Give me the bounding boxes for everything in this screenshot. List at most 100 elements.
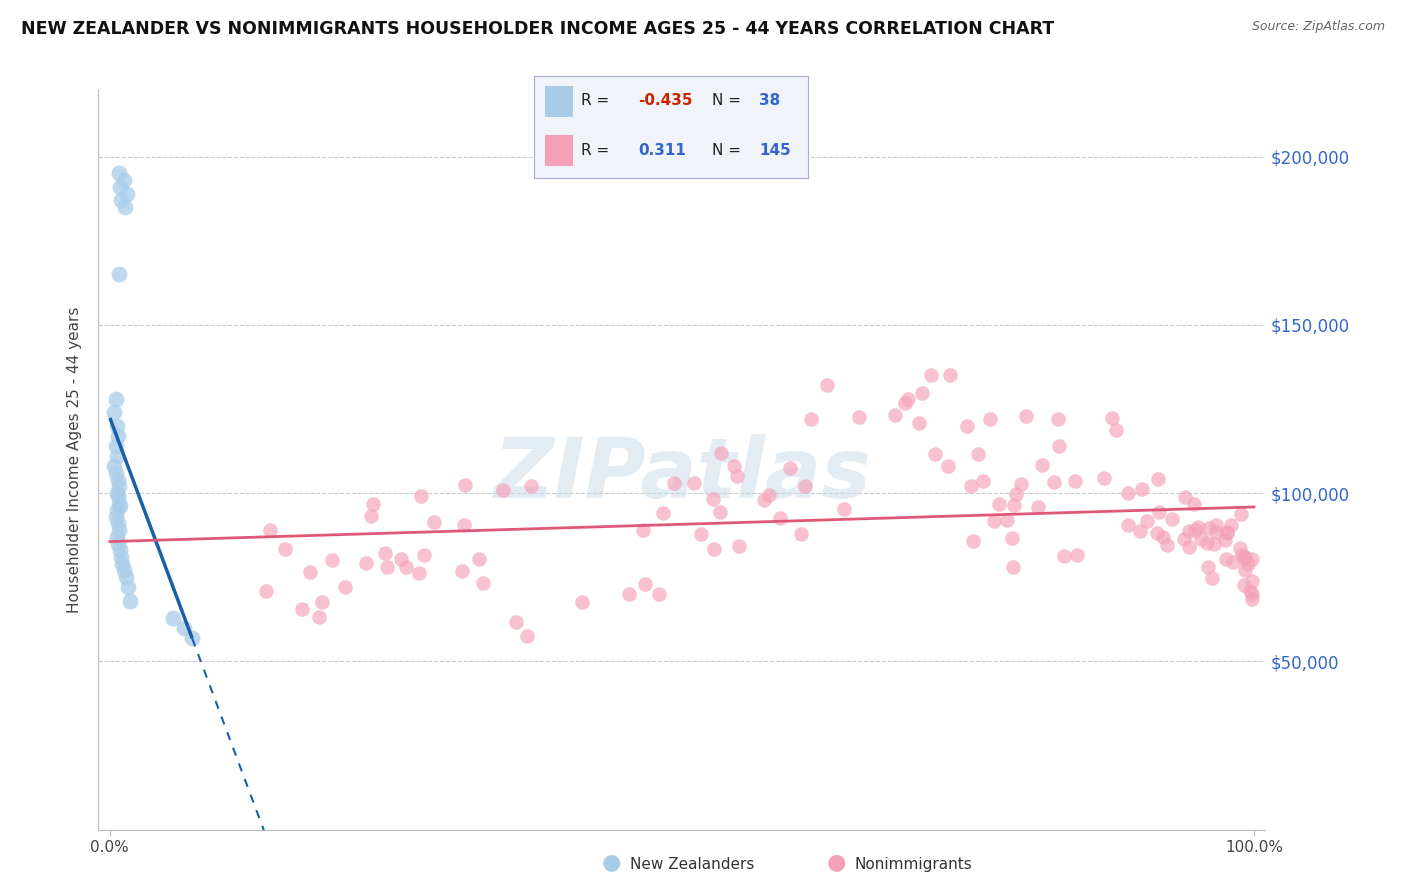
Point <box>648 587 671 601</box>
Point <box>354 556 377 570</box>
Point <box>1002 560 1025 574</box>
Point <box>995 513 1018 527</box>
Text: ●: ● <box>827 853 846 872</box>
Point <box>373 546 395 560</box>
Point <box>1105 423 1128 437</box>
Point <box>924 447 946 461</box>
Point <box>723 459 745 474</box>
Point <box>1234 550 1257 565</box>
Point <box>104 509 127 524</box>
Point <box>1233 551 1256 566</box>
Point <box>1146 525 1168 540</box>
Point <box>112 173 135 187</box>
Point <box>104 466 127 480</box>
Point <box>516 629 538 643</box>
Text: N =: N = <box>713 143 741 158</box>
Point <box>1174 491 1197 505</box>
Point <box>911 385 934 400</box>
Point <box>1147 472 1170 486</box>
Point <box>960 479 983 493</box>
Point <box>111 557 134 571</box>
Point <box>908 416 931 430</box>
Point <box>1015 409 1038 424</box>
Text: 145: 145 <box>759 143 790 158</box>
Text: New Zealanders: New Zealanders <box>630 857 754 872</box>
Text: NEW ZEALANDER VS NONIMMIGRANTS HOUSEHOLDER INCOME AGES 25 - 44 YEARS CORRELATION: NEW ZEALANDER VS NONIMMIGRANTS HOUSEHOLD… <box>21 20 1054 37</box>
Point <box>779 461 801 475</box>
Point <box>1160 512 1182 526</box>
Point <box>617 587 640 601</box>
Y-axis label: Householder Income Ages 25 - 44 years: Householder Income Ages 25 - 44 years <box>67 306 83 613</box>
Point <box>108 523 131 537</box>
Point <box>395 560 418 574</box>
Point <box>108 543 131 558</box>
Point <box>1219 518 1241 533</box>
Point <box>291 602 314 616</box>
Point <box>1129 524 1152 539</box>
Point <box>107 516 129 531</box>
Point <box>1043 475 1066 489</box>
Point <box>112 564 135 578</box>
Point <box>1010 477 1032 491</box>
Point <box>162 610 184 624</box>
Point <box>361 497 384 511</box>
Point <box>1046 412 1069 426</box>
Point <box>108 268 131 282</box>
Point <box>1178 524 1201 538</box>
Point <box>1116 486 1139 500</box>
Point <box>505 615 527 629</box>
Point <box>1005 487 1028 501</box>
Point <box>409 488 432 502</box>
Point <box>790 526 813 541</box>
Point <box>115 186 138 201</box>
Point <box>815 378 838 392</box>
Point <box>107 489 129 503</box>
Point <box>108 179 131 194</box>
Point <box>689 526 711 541</box>
Point <box>181 631 204 645</box>
Point <box>983 514 1005 528</box>
Point <box>1182 497 1205 511</box>
Point <box>1216 524 1239 539</box>
Point <box>894 396 917 410</box>
Point <box>1222 555 1244 569</box>
Text: ●: ● <box>602 853 621 872</box>
Point <box>259 523 281 537</box>
Point <box>1152 530 1174 544</box>
Point <box>1184 523 1206 537</box>
Point <box>1147 504 1170 518</box>
Point <box>103 459 125 474</box>
Point <box>105 530 128 544</box>
Point <box>110 549 132 564</box>
Point <box>1156 537 1178 551</box>
Point <box>1240 591 1263 606</box>
Point <box>1197 560 1219 574</box>
Point <box>1052 549 1074 563</box>
Point <box>1240 551 1263 566</box>
Point <box>110 193 132 207</box>
Point <box>832 501 855 516</box>
Point <box>1230 548 1253 562</box>
Point <box>450 564 472 578</box>
Point <box>115 570 138 584</box>
Point <box>1205 518 1227 533</box>
Point <box>273 542 295 557</box>
Point <box>794 478 817 492</box>
Point <box>1233 578 1256 592</box>
Point <box>683 475 706 490</box>
Point <box>727 540 749 554</box>
Point <box>758 488 780 502</box>
Point <box>472 575 495 590</box>
Point <box>1063 474 1085 488</box>
Text: -0.435: -0.435 <box>638 94 693 109</box>
Point <box>1215 526 1237 541</box>
Point <box>360 509 382 524</box>
Point <box>703 541 725 556</box>
Point <box>1031 458 1053 472</box>
Point <box>173 621 195 635</box>
Text: 38: 38 <box>759 94 780 109</box>
FancyBboxPatch shape <box>546 87 572 117</box>
Point <box>848 409 870 424</box>
Point <box>103 405 125 419</box>
Point <box>709 505 731 519</box>
